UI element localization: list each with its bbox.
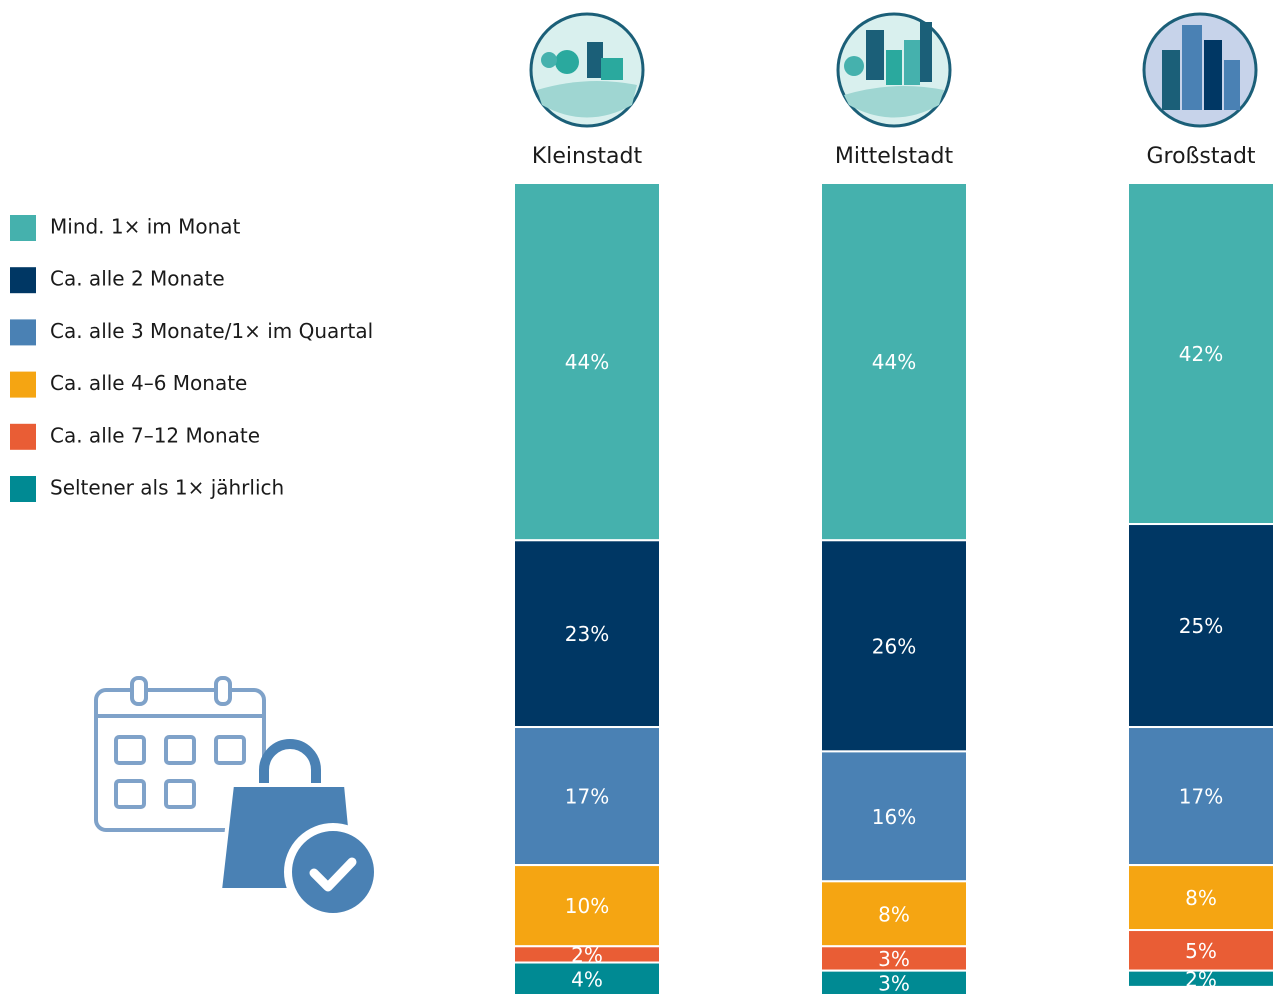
legend-swatch [10,215,36,241]
category-label: Großstadt [1146,144,1255,169]
calendar-bag-icon [94,676,382,921]
value-label: 2% [1185,967,1217,991]
value-label: 23% [565,622,609,646]
category-label: Mittelstadt [835,144,954,169]
value-label: 8% [1185,886,1217,910]
bar-segment [1127,726,1275,867]
legend-label: Ca. alle 7–12 Monate [50,423,260,447]
bar-segment [513,726,661,867]
legend-swatch [10,423,36,450]
city-icons [529,12,1258,128]
value-label: 4% [571,967,603,991]
bar-segment [513,182,661,542]
category-label: Kleinstadt [532,144,643,169]
bar-segment [820,182,968,542]
bar-segment [1127,969,1275,988]
legend-swatch [10,319,36,346]
legend-label: Ca. alle 2 Monate [50,267,225,291]
value-label: 17% [1179,785,1223,809]
value-label: 8% [878,902,910,926]
value-label: 3% [878,971,910,995]
legend-swatch [10,267,36,294]
legend-swatch [10,371,36,398]
value-label: 25% [1179,614,1223,638]
bar-segment [1127,523,1275,729]
legend-label: Mind. 1× im Monat [50,215,241,239]
value-label: 16% [872,805,916,829]
value-label: 42% [1179,342,1223,366]
bar-segment [1127,929,1275,972]
bar-segment [513,864,661,948]
legend-swatch [10,476,36,502]
value-label: 3% [878,947,910,971]
value-label: 10% [565,894,609,918]
value-label: 26% [872,634,916,658]
legend-label: Ca. alle 3 Monate/1× im Quartal [50,319,373,343]
bar-segment [820,750,968,883]
value-label: 5% [1185,939,1217,963]
legend-label: Ca. alle 4–6 Monate [50,371,247,395]
value-label: 44% [872,350,916,374]
value-label: 17% [565,785,609,809]
bar-segment [513,539,661,729]
bar-segment [1127,182,1275,526]
bar-segment [820,539,968,753]
value-label: 44% [565,350,609,374]
bar-segment [1127,864,1275,932]
legend-label: Seltener als 1× jährlich [50,476,284,500]
